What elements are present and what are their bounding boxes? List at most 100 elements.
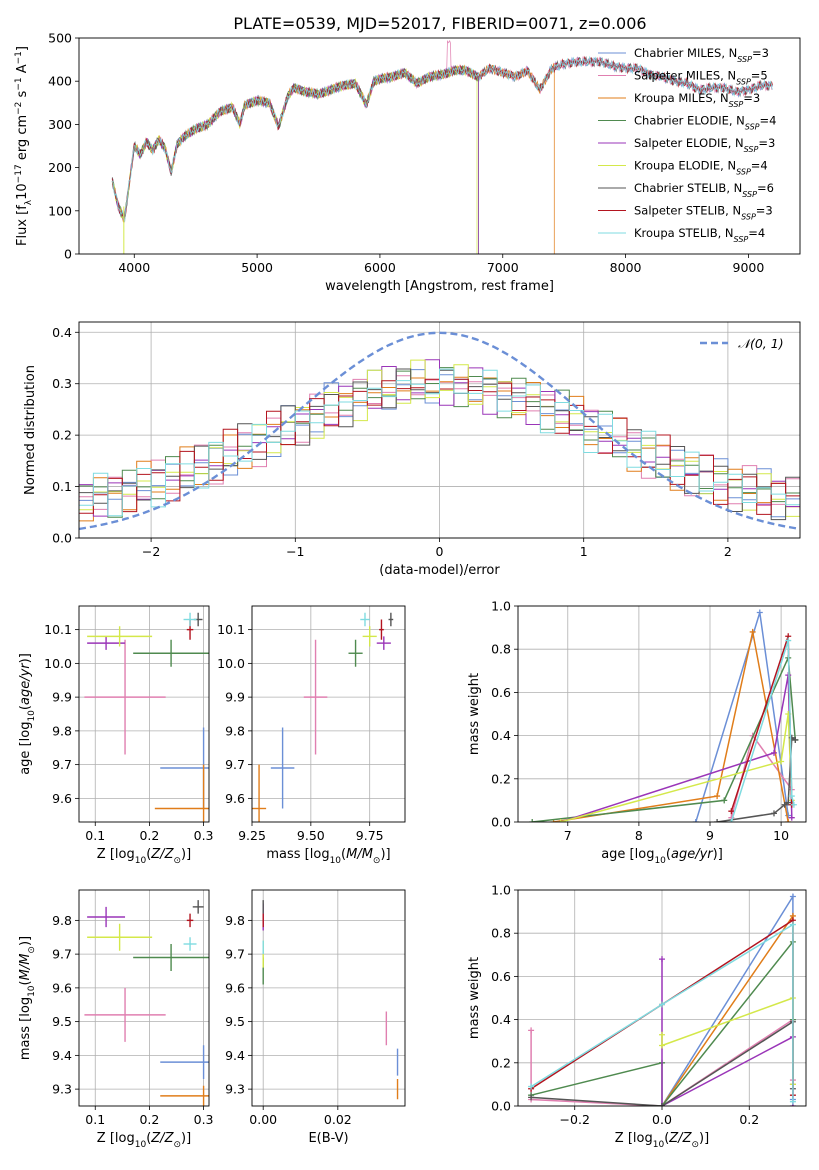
y-tick-label: 9.4 xyxy=(52,1048,72,1063)
y-tick-label: 9.9 xyxy=(52,690,72,705)
plot-area-age-vs-Z xyxy=(84,612,209,822)
y-tick-label: 0.1 xyxy=(52,479,72,494)
weight-line xyxy=(553,631,789,822)
y-tick-label: 9.6 xyxy=(225,980,245,995)
weight-marker xyxy=(790,801,797,808)
legend-label: Kroupa STELIB, NSSP=4 xyxy=(634,226,765,244)
weight-marker xyxy=(728,819,735,822)
y-tick-label: 500 xyxy=(48,31,72,46)
y-tick-label: 9.5 xyxy=(225,1014,245,1029)
weight-marker xyxy=(659,1001,665,1008)
x-tick-label: 0.02 xyxy=(324,1112,352,1127)
legend-label: Salpeter STELIB, NSSP=3 xyxy=(634,204,773,222)
y-tick-label: 9.4 xyxy=(225,1048,245,1063)
panel-mass-vs-ebv: 0.00 0.02 9.3 9.4 9.5 9.6 9.7 9.8 xyxy=(225,890,405,1127)
x-tick-label: 7 xyxy=(564,828,572,843)
weight-marker xyxy=(714,819,721,822)
plot-area-spectrum xyxy=(111,39,773,254)
y-tick-label: 9.9 xyxy=(225,690,245,705)
x-tick-label: 10 xyxy=(773,828,789,843)
y-tick-label: 400 xyxy=(48,74,72,89)
y-tick-label: 0.0 xyxy=(52,531,72,546)
x-tick-label: 9000 xyxy=(733,260,765,275)
weight-marker xyxy=(659,1031,665,1038)
weight-marker xyxy=(659,1103,665,1106)
x-axis-label: age [log10(age/yr)] xyxy=(601,847,723,866)
plot-area-age-vs-mass xyxy=(252,612,394,822)
x-tick-label: 0.00 xyxy=(249,1112,277,1127)
weight-marker xyxy=(528,1083,535,1090)
y-tick-label: 9.7 xyxy=(225,947,245,962)
plot-area-mass-vs-Z xyxy=(84,900,209,1106)
weight-line xyxy=(532,654,797,822)
legend-label: Salpeter MILES, NSSP=5 xyxy=(634,69,768,87)
x-tick-label: 0.3 xyxy=(194,828,214,843)
x-tick-label: 4000 xyxy=(118,260,150,275)
y-tick-label: 9.6 xyxy=(52,980,72,995)
y-tick-label: 10.0 xyxy=(217,656,245,671)
weight-marker xyxy=(785,637,792,644)
legend-label: Chabrier ELODIE, NSSP=4 xyxy=(634,114,776,132)
weight-marker xyxy=(557,819,564,822)
x-tick-label: 1 xyxy=(580,544,588,559)
x-tick-label: −2 xyxy=(142,544,160,559)
y-tick-label: 9.7 xyxy=(52,947,72,962)
x-tick-label: 9 xyxy=(706,828,714,843)
histogram-series xyxy=(79,368,800,517)
weight-marker xyxy=(788,814,795,821)
weight-marker xyxy=(529,819,536,822)
legend: Chabrier MILES, NSSP=3 Salpeter MILES, NS… xyxy=(598,46,776,244)
y-tick-label: 9.8 xyxy=(225,913,245,928)
x-axis-label: Z [log10(Z/Z⊙)] xyxy=(97,847,191,866)
y-axis-label: mass weight xyxy=(467,957,482,1039)
legend-label: Salpeter ELODIE, NSSP=3 xyxy=(634,136,775,154)
plot-area-mass-vs-ebv xyxy=(262,900,399,1100)
x-tick-label: 0 xyxy=(436,544,444,559)
legend-label: Chabrier MILES, NSSP=3 xyxy=(634,46,769,64)
weight-marker xyxy=(789,1098,796,1105)
weight-marker xyxy=(785,812,792,819)
axes-frame xyxy=(251,889,406,1107)
x-tick-label: 0.0 xyxy=(652,1112,672,1127)
x-tick-label: 0.1 xyxy=(85,828,105,843)
axes-frame xyxy=(517,889,807,1107)
legend-label: 𝒩(0, 1) xyxy=(738,336,784,351)
y-tick-label: 0.8 xyxy=(491,926,511,941)
x-tick-label: 9.75 xyxy=(356,828,384,843)
axes-frame xyxy=(78,37,801,255)
x-tick-label: 5000 xyxy=(241,260,273,275)
x-tick-label: 0.2 xyxy=(739,1112,759,1127)
legend-label: Kroupa ELODIE, NSSP=4 xyxy=(634,159,768,177)
x-tick-label: 2 xyxy=(724,544,732,559)
normal-curve xyxy=(79,331,800,531)
weight-marker xyxy=(756,609,763,616)
weight-marker xyxy=(692,819,699,822)
panel-spectrum: 4000 5000 6000 7000 8000 9000 0 100 200 300 400 500 xyxy=(48,31,764,276)
x-axis-label: mass [log10(M/M⊙)] xyxy=(266,847,390,866)
plot-area-massweight-vs-Z xyxy=(528,893,796,1106)
y-tick-label: 1.0 xyxy=(491,883,511,898)
y-tick-label: 9.7 xyxy=(225,757,245,772)
y-tick-label: 0.2 xyxy=(491,1055,511,1070)
axes-frame xyxy=(78,321,801,539)
plot-area-residuals xyxy=(79,331,800,531)
y-tick-label: 0.4 xyxy=(491,1012,511,1027)
x-axis-label: Z [log10(Z/Z⊙)] xyxy=(97,1131,191,1150)
y-tick-label: 9.8 xyxy=(52,913,72,928)
y-tick-label: 300 xyxy=(48,117,72,132)
x-tick-label: −0.2 xyxy=(560,1112,590,1127)
y-tick-label: 0.6 xyxy=(491,685,511,700)
x-axis-label: Z [log10(Z/Z⊙)] xyxy=(615,1131,709,1150)
y-tick-label: 0.3 xyxy=(52,376,72,391)
weight-marker xyxy=(728,808,735,815)
y-tick-label: 0.6 xyxy=(491,969,511,984)
axes-frame xyxy=(78,889,210,1107)
x-tick-label: 6000 xyxy=(364,260,396,275)
weight-marker xyxy=(528,1094,535,1101)
weight-marker xyxy=(749,628,756,635)
y-axis-label: mass [log10(M/M⊙)] xyxy=(18,936,37,1060)
weight-marker xyxy=(789,893,796,900)
x-axis-label: (data-model)/error xyxy=(379,563,500,578)
y-tick-label: 10.0 xyxy=(44,656,72,671)
